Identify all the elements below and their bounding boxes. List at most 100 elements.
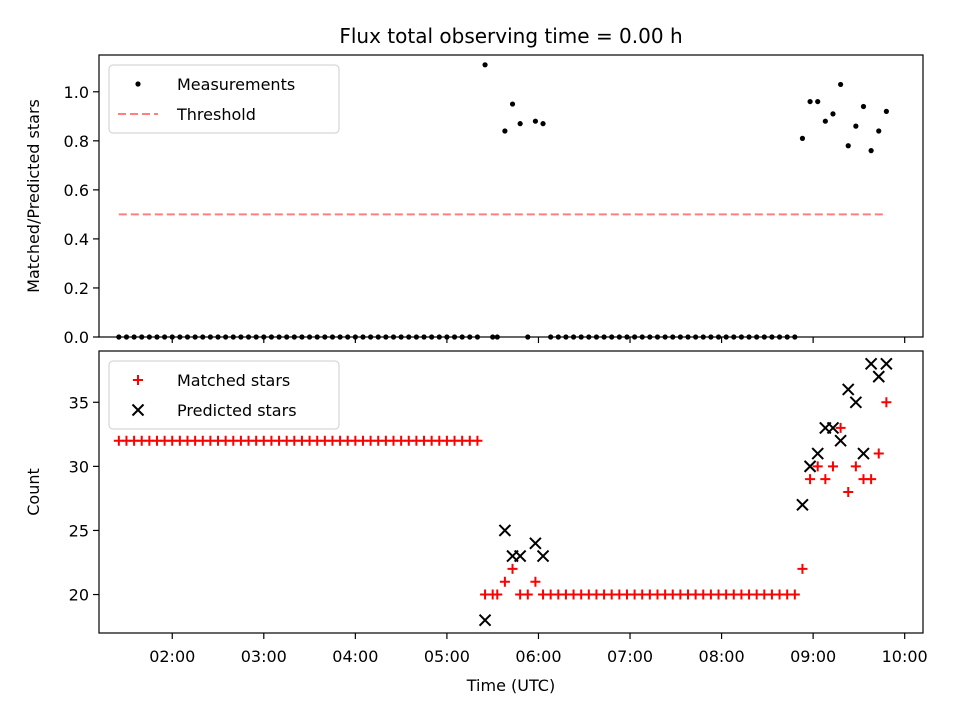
legend-label: Threshold <box>176 105 256 124</box>
measurements-point <box>154 334 160 340</box>
predicted-stars-point <box>513 549 527 563</box>
measurements-point <box>429 334 435 340</box>
series-group <box>116 62 889 340</box>
x-tick-label: 07:00 <box>607 647 653 666</box>
measurements-point <box>291 334 297 340</box>
measurements-point <box>677 334 683 340</box>
measurements-point <box>184 334 191 340</box>
matched-stars-point <box>472 435 483 446</box>
measurements-point <box>162 334 168 340</box>
measurements-point <box>245 334 252 340</box>
matched-stars-point <box>522 589 533 600</box>
predicted-stars-point <box>857 447 870 460</box>
predicted-stars-point <box>880 357 893 371</box>
measurements-point <box>540 121 546 127</box>
measurements-point <box>230 334 236 340</box>
predicted-stars-point <box>834 434 847 447</box>
measurements-point <box>139 334 145 340</box>
measurements-point <box>570 334 577 340</box>
measurements-point <box>525 334 531 340</box>
matched-stars-point <box>492 589 503 600</box>
measurements-point <box>563 334 569 340</box>
legend-label: Predicted stars <box>177 401 297 420</box>
measurements-point <box>876 128 882 134</box>
y-tick-label: 25 <box>69 521 89 540</box>
x-tick-label: 06:00 <box>515 647 561 666</box>
legend-label: Matched stars <box>177 371 290 390</box>
matched-stars-point <box>827 461 838 472</box>
matched-stars-point <box>499 576 510 587</box>
x-tick-label: 02:00 <box>149 647 195 666</box>
y-axis-label: Count <box>24 468 43 516</box>
measurements-point <box>146 334 152 340</box>
measurements-point <box>268 334 275 340</box>
series-group <box>113 357 893 627</box>
matched-stars-point <box>797 563 808 574</box>
matched-stars-point <box>805 474 816 485</box>
y-tick-label: 0.2 <box>64 279 89 298</box>
measurements-point <box>223 334 229 340</box>
predicted-stars-point <box>803 460 817 473</box>
measurements-point <box>345 334 351 340</box>
measurements-point <box>490 334 496 340</box>
measurements-point <box>624 334 630 340</box>
legend-box <box>108 64 340 134</box>
legend-box <box>108 360 340 430</box>
bottom-panel: 02:00 03:00 04:00 05:00 06:00 07:00 08:00 09:00… <box>24 350 928 695</box>
y-axis-label: Matched/Predicted stars <box>24 99 43 293</box>
measurements-point <box>467 334 473 340</box>
measurements-point <box>838 81 844 88</box>
measurements-point <box>822 118 828 124</box>
measurements-point <box>776 334 783 340</box>
measurements-point <box>632 334 638 340</box>
legend-marker <box>135 81 141 87</box>
measurements-point <box>413 334 419 340</box>
matched-stars-point <box>820 474 831 485</box>
measurements-point <box>715 334 722 340</box>
measurements-point <box>482 62 488 68</box>
matched-stars-point <box>873 448 884 459</box>
measurements-point <box>169 334 175 340</box>
x-tick-label: 05:00 <box>424 647 470 666</box>
measurements-point <box>284 334 290 340</box>
predicted-stars-point <box>796 498 809 512</box>
measurements-point <box>868 148 874 154</box>
measurements-point <box>685 334 691 340</box>
matched-stars-point <box>850 461 861 472</box>
matched-stars-point <box>507 563 518 574</box>
measurements-point <box>192 334 198 340</box>
measurements-point <box>406 334 412 340</box>
legend-marker <box>131 403 145 417</box>
measurements-point <box>845 143 851 149</box>
measurements-point <box>754 334 760 340</box>
measurements-point <box>314 334 320 340</box>
x-tick-label: 08:00 <box>699 647 745 666</box>
measurements-point <box>517 121 523 127</box>
y-tick-label: 35 <box>69 393 89 412</box>
measurements-point <box>177 334 183 340</box>
measurements-point <box>131 334 137 340</box>
top-panel: 0.0 0.2 0.4 0.6 0.8 1.0 Matched/Predicted star… <box>24 54 924 347</box>
y-tick-label: 0.4 <box>64 230 89 249</box>
y-tick-label: 0.8 <box>64 132 89 151</box>
figure-title: Flux total observing time = 0.00 h <box>339 24 682 48</box>
matched-stars-point <box>881 397 892 408</box>
measurements-point <box>647 334 653 340</box>
measurements-point <box>761 334 767 340</box>
measurements-point <box>815 98 821 105</box>
predicted-stars-point <box>498 524 512 537</box>
measurements-point <box>639 334 645 340</box>
measurements-point <box>253 334 259 340</box>
measurements-point <box>746 334 752 340</box>
measurements-point <box>609 334 615 340</box>
predicted-stars-point <box>536 549 550 563</box>
plot-frame <box>98 54 924 338</box>
measurements-point <box>368 334 374 340</box>
measurements-point <box>555 334 561 340</box>
x-axis-label: Time (UTC) <box>466 676 555 695</box>
y-tick-label: 30 <box>69 457 89 476</box>
measurements-point <box>329 334 336 340</box>
measurements-point <box>502 128 508 134</box>
measurements-point <box>322 334 328 340</box>
